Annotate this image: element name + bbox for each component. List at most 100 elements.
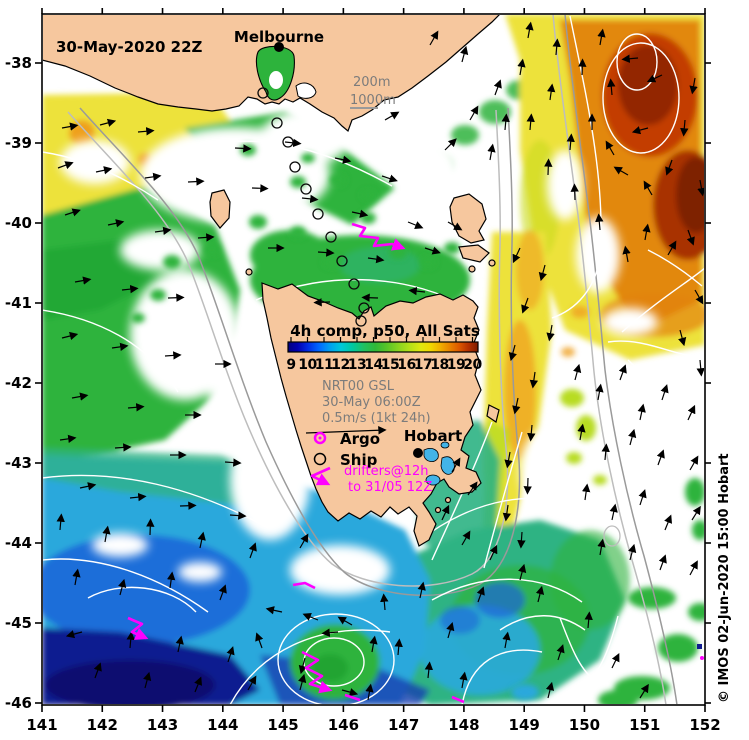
current-arrow [521, 297, 530, 314]
current-arrow [301, 194, 319, 204]
x-tick-label: 148 [448, 716, 479, 734]
current-arrow [460, 45, 469, 63]
current-arrow [441, 504, 450, 521]
land-flinders-island [449, 193, 487, 244]
current-arrow [613, 166, 629, 176]
current-arrow [639, 683, 649, 699]
current-arrow [581, 483, 591, 501]
current-arrow [637, 403, 646, 421]
current-arrow [224, 458, 242, 467]
map-raster [43, 15, 704, 704]
current-arrow [556, 644, 565, 661]
current-arrow [197, 531, 206, 549]
current-arrow [107, 219, 125, 228]
x-tick-label: 150 [569, 716, 600, 734]
current-arrow [234, 144, 252, 153]
current-arrow [584, 611, 593, 629]
current-arrow [313, 298, 331, 307]
y-tick-label: -45 [5, 614, 32, 632]
current-arrow [384, 111, 400, 121]
current-arrow [622, 245, 631, 263]
x-tick-label: 152 [689, 716, 720, 734]
current-arrow [429, 30, 439, 46]
current-arrow [487, 143, 496, 161]
current-arrow [179, 501, 197, 510]
x-tick-label: 149 [509, 716, 540, 734]
current-arrow [638, 489, 647, 506]
current-arrow [57, 161, 74, 170]
current-arrow [518, 563, 527, 581]
current-arrow [451, 457, 461, 473]
y-tick-label: -43 [5, 454, 32, 472]
current-arrow [417, 581, 426, 599]
current-arrow [658, 554, 667, 571]
land-maria-island [486, 404, 500, 423]
ship-observation [282, 136, 294, 148]
ship-label: Ship [340, 451, 378, 469]
current-arrow [194, 676, 202, 693]
current-arrow [255, 632, 264, 649]
current-arrow [72, 568, 81, 586]
y-tick-label: -39 [5, 134, 32, 152]
current-arrow [79, 482, 97, 491]
colorbar [287, 341, 479, 353]
current-arrow [65, 630, 83, 639]
current-arrow [351, 209, 369, 218]
drifters-label-line1: drifters@12h [344, 464, 429, 479]
current-arrow [493, 79, 502, 96]
current-arrow [99, 118, 117, 127]
current-arrow [566, 133, 575, 151]
current-arrow [512, 397, 521, 415]
current-arrow [538, 264, 547, 282]
current-arrow [187, 177, 205, 186]
drifter-track [310, 466, 331, 486]
current-arrow [628, 428, 637, 446]
current-arrow [694, 289, 704, 305]
current-arrow [61, 331, 79, 341]
current-arrow [546, 83, 556, 101]
current-arrow [664, 514, 672, 531]
current-arrow [369, 635, 378, 653]
current-arrow [504, 451, 513, 469]
current-arrow [321, 628, 339, 637]
bathymetry-contours [67, 15, 678, 704]
current-arrow [607, 78, 616, 96]
ship-observation [289, 161, 301, 173]
current-arrow [367, 254, 385, 264]
hobart-label: Hobart [404, 427, 462, 445]
current-arrow [525, 21, 534, 39]
ship-observation [325, 231, 337, 243]
current-arrow [226, 646, 235, 663]
current-arrow [646, 74, 663, 83]
current-arrow [299, 533, 309, 549]
current-arrow [618, 364, 627, 381]
ship-observation [300, 183, 312, 195]
current-arrow [129, 492, 147, 502]
current-arrow [298, 673, 307, 691]
current-arrow [628, 543, 637, 561]
colorbar-scale-label: 15 [381, 357, 399, 373]
drifter-track [451, 695, 465, 704]
ship-observation [348, 278, 360, 290]
current-arrow [656, 449, 665, 466]
ship-track [257, 87, 370, 327]
x-tick-label: 141 [26, 716, 57, 734]
current-arrow [697, 179, 704, 197]
current-arrow [689, 455, 699, 471]
drifter-track [292, 581, 316, 590]
x-tick-label: 147 [388, 716, 419, 734]
argo-marker-dot [318, 436, 322, 440]
current-arrow [175, 635, 184, 653]
cloud-mask [60, 105, 658, 595]
current-arrow [601, 443, 610, 461]
current-arrow [570, 183, 579, 201]
current-arrow [334, 155, 352, 164]
current-arrow [691, 505, 701, 521]
hobart-dot [413, 448, 423, 458]
ship-observation [355, 315, 367, 327]
current-arrow [265, 606, 283, 615]
current-arrow [535, 585, 545, 603]
ship-observation [358, 302, 370, 314]
current-arrow [197, 233, 215, 242]
current-arrow [552, 38, 561, 56]
